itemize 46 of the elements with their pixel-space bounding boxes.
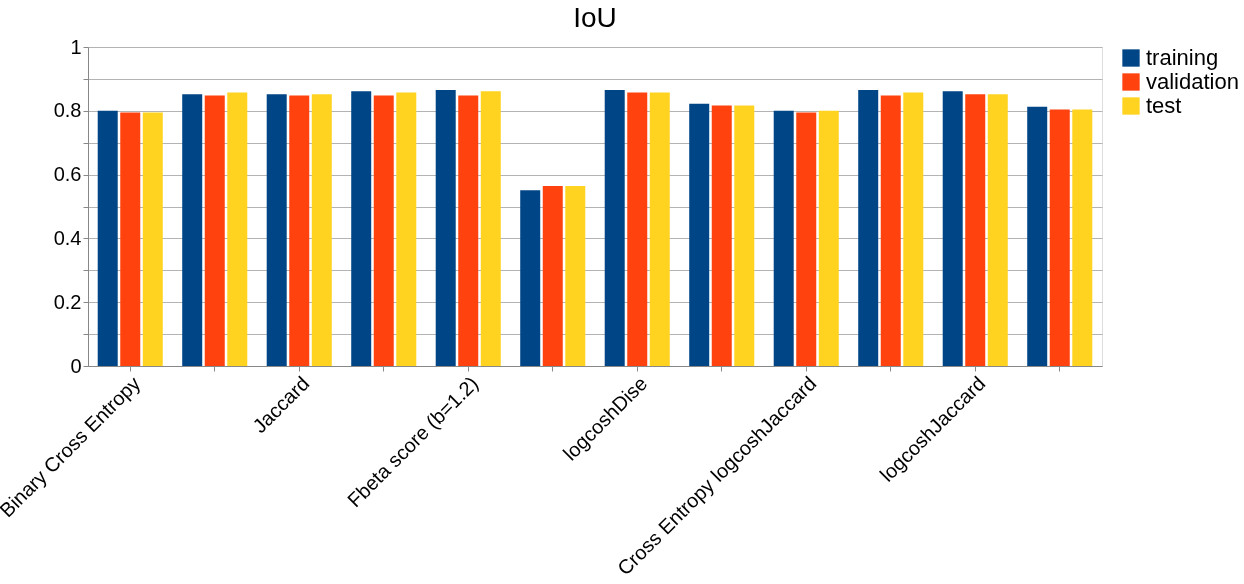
bar bbox=[266, 94, 287, 366]
bar bbox=[227, 92, 248, 366]
bar bbox=[351, 91, 372, 366]
bar bbox=[711, 105, 732, 366]
y-tick-label: 0.6 bbox=[53, 163, 82, 186]
bar bbox=[97, 110, 118, 366]
bar bbox=[458, 95, 479, 366]
bar bbox=[396, 92, 417, 366]
bar bbox=[435, 90, 456, 366]
bar bbox=[903, 92, 924, 366]
bar bbox=[204, 95, 225, 366]
bar bbox=[542, 186, 563, 366]
y-tick-label: 0.4 bbox=[53, 226, 82, 249]
y-tick-label: 0.2 bbox=[53, 290, 82, 313]
bar bbox=[1072, 109, 1093, 366]
bar bbox=[627, 92, 648, 366]
bar bbox=[734, 105, 755, 366]
bar bbox=[858, 90, 879, 366]
bar bbox=[942, 91, 963, 366]
bar bbox=[373, 95, 394, 366]
legend-label: training bbox=[1146, 45, 1219, 70]
bar bbox=[565, 186, 586, 366]
bar bbox=[289, 95, 310, 366]
bar bbox=[1027, 106, 1048, 366]
bar bbox=[796, 112, 817, 366]
bar bbox=[689, 103, 710, 366]
legend-label: validation bbox=[1146, 69, 1239, 94]
bar bbox=[182, 94, 203, 366]
bar bbox=[965, 94, 986, 366]
y-tick-label: 0 bbox=[70, 354, 82, 377]
legend-label: test bbox=[1146, 93, 1182, 118]
bar bbox=[520, 190, 541, 366]
bar bbox=[987, 94, 1008, 366]
chart-title: IoU bbox=[573, 2, 617, 33]
bar bbox=[1049, 109, 1070, 366]
bar bbox=[311, 94, 332, 366]
bar bbox=[480, 91, 501, 366]
bar bbox=[142, 112, 163, 366]
bar bbox=[120, 112, 141, 366]
bar bbox=[604, 90, 625, 366]
bar bbox=[649, 92, 670, 366]
bar bbox=[773, 110, 794, 366]
bar bbox=[818, 110, 839, 366]
y-tick-label: 1 bbox=[70, 35, 82, 58]
y-tick-label: 0.8 bbox=[53, 99, 82, 122]
bar bbox=[880, 95, 901, 366]
